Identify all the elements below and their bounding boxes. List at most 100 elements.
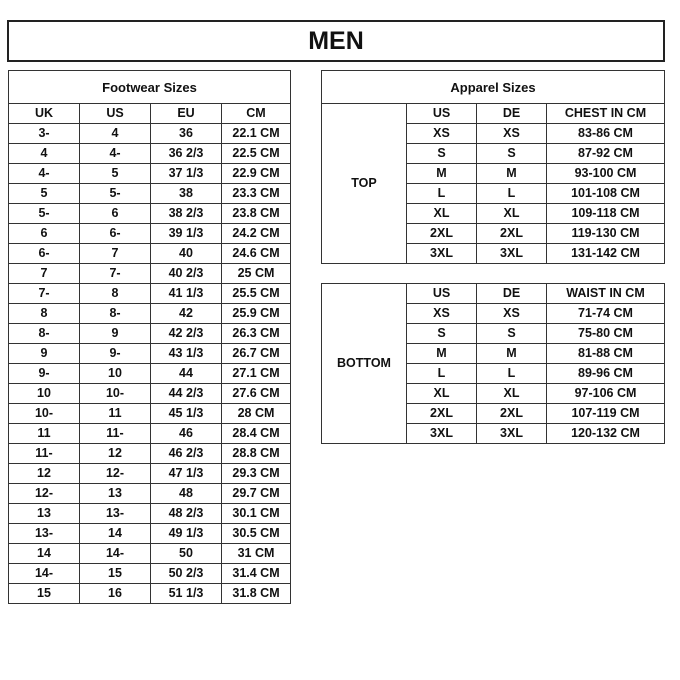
table-cell: 109-118 CM bbox=[546, 203, 665, 224]
table-row: 8- 9 42 2/3 26.3 CM bbox=[8, 323, 291, 344]
table-row: 6- 7 40 24.6 CM bbox=[8, 243, 291, 264]
table-cell: 13- bbox=[79, 503, 151, 524]
table-cell: 40 2/3 bbox=[150, 263, 222, 284]
table-cell: 41 1/3 bbox=[150, 283, 222, 304]
table-row: 10- 11 45 1/3 28 CM bbox=[8, 403, 291, 424]
table-cell: 6- bbox=[79, 223, 151, 244]
table-cell: 93-100 CM bbox=[546, 163, 665, 184]
column-header: EU bbox=[150, 103, 222, 124]
table-cell: XS bbox=[406, 303, 477, 324]
footwear-size-table: Footwear Sizes UK US EU CM 3- 4 36 22.1 CM 4 4- 36… bbox=[8, 70, 291, 604]
table-cell: 9- bbox=[8, 363, 80, 384]
table-cell: 5- bbox=[8, 203, 80, 224]
table-row: 15 16 51 1/3 31.8 CM bbox=[8, 583, 291, 604]
table-cell: 27.1 CM bbox=[221, 363, 291, 384]
table-cell: S bbox=[476, 143, 547, 164]
table-cell: 14 bbox=[8, 543, 80, 564]
column-header: WAIST IN CM bbox=[546, 283, 665, 304]
table-cell: 87-92 CM bbox=[546, 143, 665, 164]
table-cell: 31.8 CM bbox=[221, 583, 291, 604]
table-cell: 120-132 CM bbox=[546, 423, 665, 444]
table-row: 9 9- 43 1/3 26.7 CM bbox=[8, 343, 291, 364]
table-row: L L 89-96 CM bbox=[322, 363, 665, 384]
column-header: US bbox=[406, 283, 477, 304]
apparel-bottom-table: BOTTOM US DE WAIST IN CM XS XS 71-74 CM S S 75-80… bbox=[321, 283, 665, 444]
table-cell: L bbox=[406, 183, 477, 204]
table-cell: 3XL bbox=[406, 243, 477, 264]
table-cell: 12- bbox=[79, 463, 151, 484]
table-cell: 10 bbox=[8, 383, 80, 404]
table-row: 13 13- 48 2/3 30.1 CM bbox=[8, 503, 291, 524]
table-cell: 24.2 CM bbox=[221, 223, 291, 244]
table-cell: 36 2/3 bbox=[150, 143, 222, 164]
table-cell: L bbox=[406, 363, 477, 384]
table-row: 14 14- 50 31 CM bbox=[8, 543, 291, 564]
table-cell: 11 bbox=[79, 403, 151, 424]
table-cell: XS bbox=[476, 123, 547, 144]
table-row: 14- 15 50 2/3 31.4 CM bbox=[8, 563, 291, 584]
column-header: CM bbox=[221, 103, 291, 124]
table-cell: 25 CM bbox=[221, 263, 291, 284]
table-cell: 4- bbox=[8, 163, 80, 184]
table-cell: 8 bbox=[79, 283, 151, 304]
table-cell: 50 2/3 bbox=[150, 563, 222, 584]
table-cell: 119-130 CM bbox=[546, 223, 665, 244]
table-cell: 45 1/3 bbox=[150, 403, 222, 424]
header-row: TOP US DE CHEST IN CM bbox=[321, 103, 665, 264]
table-cell: 107-119 CM bbox=[546, 403, 665, 424]
header-row: BOTTOM US DE WAIST IN CM bbox=[321, 283, 665, 444]
table-cell: 44 bbox=[150, 363, 222, 384]
table-cell: 25.5 CM bbox=[221, 283, 291, 304]
table-cell: 28 CM bbox=[221, 403, 291, 424]
table-row: 4 4- 36 2/3 22.5 CM bbox=[8, 143, 291, 164]
table-cell: 6 bbox=[8, 223, 80, 244]
table-cell: 26.3 CM bbox=[221, 323, 291, 344]
table-row: 6 6- 39 1/3 24.2 CM bbox=[8, 223, 291, 244]
table-cell: 37 1/3 bbox=[150, 163, 222, 184]
footwear-caption: Footwear Sizes bbox=[8, 70, 291, 104]
table-cell: 3XL bbox=[476, 243, 547, 264]
table-cell: 9- bbox=[79, 343, 151, 364]
table-cell: 71-74 CM bbox=[546, 303, 665, 324]
table-cell: 4- bbox=[79, 143, 151, 164]
table-cell: 49 1/3 bbox=[150, 523, 222, 544]
column-header: DE bbox=[476, 103, 547, 124]
table-cell: 13- bbox=[8, 523, 80, 544]
table-cell: 48 bbox=[150, 483, 222, 504]
table-row: S S 75-80 CM bbox=[322, 323, 665, 344]
table-row: 2XL 2XL 119-130 CM bbox=[322, 223, 665, 244]
column-header: US bbox=[79, 103, 151, 124]
table-cell: 7 bbox=[8, 263, 80, 284]
table-cell: XL bbox=[476, 203, 547, 224]
table-cell: 8- bbox=[8, 323, 80, 344]
table-cell: XL bbox=[406, 203, 477, 224]
column-header: US bbox=[406, 103, 477, 124]
table-cell: M bbox=[476, 163, 547, 184]
table-row: 11- 12 46 2/3 28.8 CM bbox=[8, 443, 291, 464]
table-cell: 2XL bbox=[406, 223, 477, 244]
table-cell: 30.5 CM bbox=[221, 523, 291, 544]
table-row: 10 10- 44 2/3 27.6 CM bbox=[8, 383, 291, 404]
table-cell: 15 bbox=[8, 583, 80, 604]
table-cell: 25.9 CM bbox=[221, 303, 291, 324]
table-cell: 7- bbox=[79, 263, 151, 284]
table-cell: 9 bbox=[8, 343, 80, 364]
table-cell: 47 1/3 bbox=[150, 463, 222, 484]
table-row: 12 12- 47 1/3 29.3 CM bbox=[8, 463, 291, 484]
table-cell: 46 2/3 bbox=[150, 443, 222, 464]
table-cell: 10 bbox=[79, 363, 151, 384]
table-cell: 26.7 CM bbox=[221, 343, 291, 364]
table-cell: 13 bbox=[79, 483, 151, 504]
table-cell: 28.8 CM bbox=[221, 443, 291, 464]
table-cell: 83-86 CM bbox=[546, 123, 665, 144]
table-cell: 97-106 CM bbox=[546, 383, 665, 404]
table-cell: 4 bbox=[79, 123, 151, 144]
table-cell: 131-142 CM bbox=[546, 243, 665, 264]
table-cell: L bbox=[476, 183, 547, 204]
table-cell: XS bbox=[476, 303, 547, 324]
table-cell: 2XL bbox=[476, 223, 547, 244]
table-cell: 42 2/3 bbox=[150, 323, 222, 344]
table-cell: S bbox=[406, 143, 477, 164]
table-cell: 24.6 CM bbox=[221, 243, 291, 264]
apparel-caption: Apparel Sizes bbox=[321, 70, 665, 104]
